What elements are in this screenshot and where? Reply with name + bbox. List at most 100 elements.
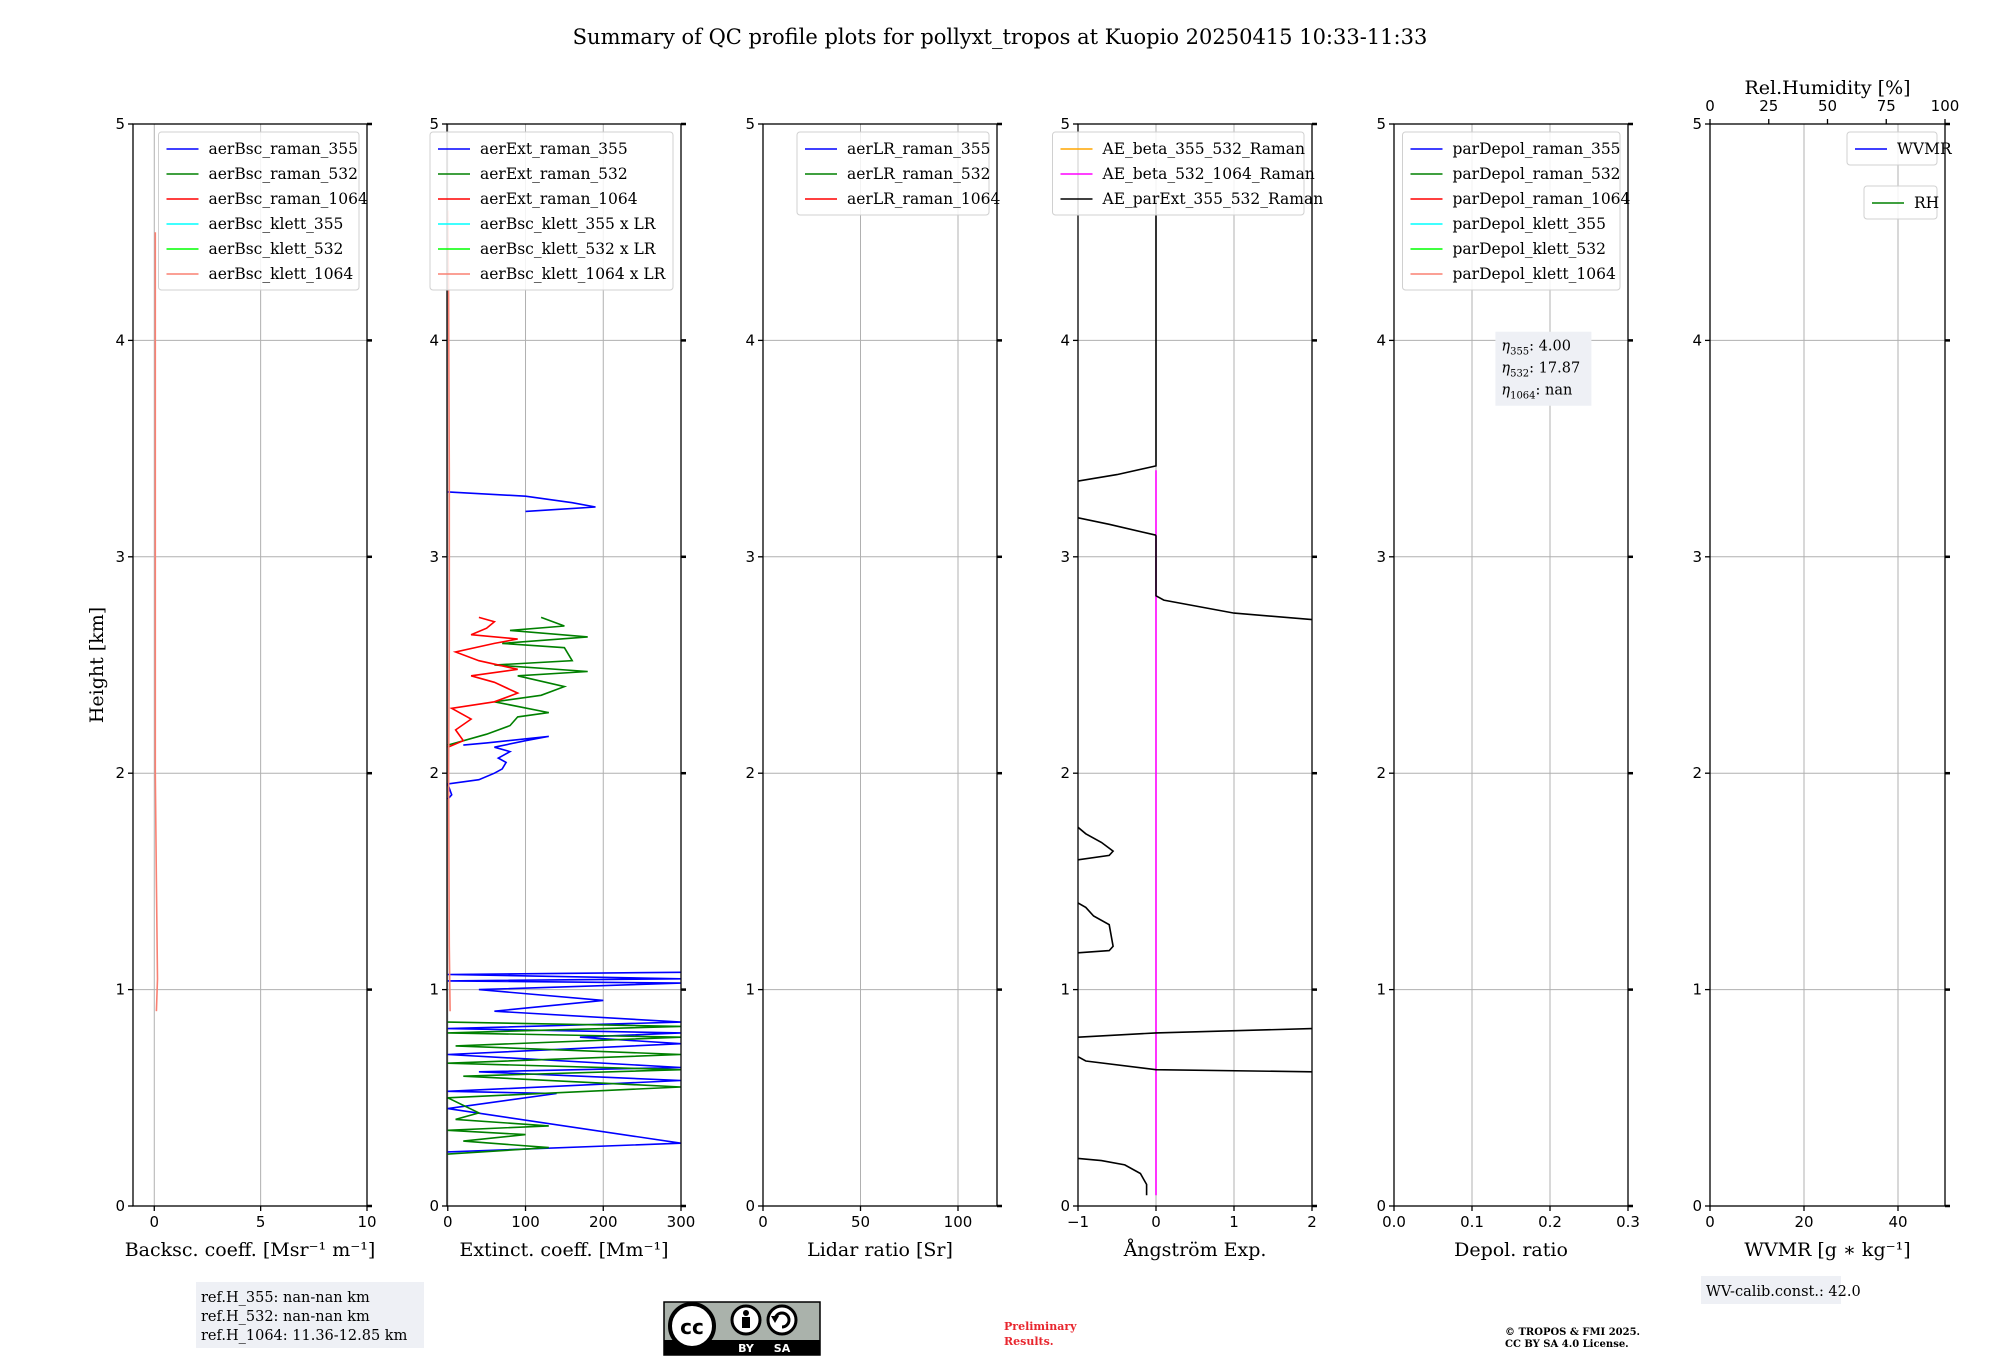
legend-entry: parDepol_raman_1064 bbox=[1453, 190, 1631, 208]
x-tick-label: 50 bbox=[851, 1213, 870, 1231]
y-tick-label: 2 bbox=[1060, 764, 1070, 782]
x-tick-label: 20 bbox=[1794, 1213, 1813, 1231]
y-tick-label: 5 bbox=[1376, 115, 1386, 133]
top-x-tick-label: 75 bbox=[1877, 97, 1896, 115]
x-axis-label: WVMR [g ∗ kg⁻¹] bbox=[1744, 1239, 1910, 1261]
x-tick-label: 0 bbox=[149, 1213, 159, 1231]
series-line-black bbox=[1078, 1027, 1312, 1038]
panel-2: 0 1 2 3 4 5 0 100 200 300 Extinct. coeff. [Mm⁻¹] ae… bbox=[429, 115, 695, 1261]
legend-entry: parDepol_raman_532 bbox=[1453, 165, 1621, 183]
legend-entry: aerExt_raman_1064 bbox=[480, 190, 638, 208]
legend-box bbox=[1846, 131, 1938, 166]
legend-box bbox=[1052, 131, 1305, 216]
y-tick-label: 4 bbox=[1692, 331, 1702, 349]
legend-entry: aerBsc_raman_355 bbox=[209, 140, 359, 158]
y-tick-label: 0 bbox=[1376, 1197, 1386, 1215]
y-tick-label: 3 bbox=[429, 548, 439, 566]
y-tick-label: 2 bbox=[1376, 764, 1386, 782]
y-tick-label: 0 bbox=[1692, 1197, 1702, 1215]
legend-entry: RH bbox=[1914, 194, 1939, 212]
eta-box: η355: 4.00 η532: 17.87 η1064: nan bbox=[1495, 331, 1592, 406]
y-tick-label: 2 bbox=[1692, 764, 1702, 782]
axes-frame bbox=[446, 123, 682, 1207]
axes-frame bbox=[1393, 123, 1629, 1207]
legend-entry: aerBsc_raman_1064 bbox=[209, 190, 369, 208]
series-line-black bbox=[1078, 199, 1157, 482]
y-tick-label: 3 bbox=[115, 548, 125, 566]
series-line-salmon bbox=[447, 210, 451, 1012]
eta-value: η532: 17.87 bbox=[1501, 361, 1580, 380]
share-alike-icon bbox=[766, 1304, 798, 1336]
legend-entry: aerBsc_klett_355 bbox=[209, 215, 344, 233]
legend-box bbox=[1402, 131, 1621, 291]
copyright-line-2: CC BY SA 4.0 License. bbox=[1505, 1339, 1629, 1350]
axes-frame bbox=[1709, 123, 1946, 1207]
x-tick-label: 200 bbox=[589, 1213, 618, 1231]
series-group bbox=[154, 232, 159, 1012]
y-tick-label: 2 bbox=[429, 764, 439, 782]
y-tick-label: 3 bbox=[1692, 548, 1702, 566]
y-tick-label: 3 bbox=[1376, 548, 1386, 566]
y-tick-label: 5 bbox=[745, 115, 755, 133]
y-tick-label: 0 bbox=[115, 1197, 125, 1215]
y-tick-label: 1 bbox=[1376, 981, 1386, 999]
y-tick-label: 4 bbox=[745, 331, 755, 349]
legend-entry: parDepol_klett_355 bbox=[1453, 215, 1606, 233]
axes-frame bbox=[762, 123, 998, 1207]
x-tick-label: 2 bbox=[1307, 1213, 1317, 1231]
y-tick-label: 0 bbox=[429, 1197, 439, 1215]
legend-entry: aerLR_raman_532 bbox=[847, 165, 990, 183]
legend-box bbox=[796, 131, 990, 216]
legend-entry: parDepol_raman_355 bbox=[1453, 140, 1621, 158]
y-tick-label: 3 bbox=[745, 548, 755, 566]
series-line-black bbox=[1155, 535, 1312, 621]
legend: aerLR_raman_355 aerLR_raman_532 aerLR_rama… bbox=[796, 131, 1000, 216]
legend: aerBsc_raman_355 aerBsc_raman_532 aerBsc_r… bbox=[158, 131, 369, 291]
legend: parDepol_raman_355 parDepol_raman_532 parD… bbox=[1402, 131, 1631, 291]
series-group bbox=[447, 210, 681, 1155]
top-x-tick-label: 25 bbox=[1759, 97, 1778, 115]
x-tick-label: 0 bbox=[1151, 1213, 1161, 1231]
legend-entry: aerBsc_klett_532 bbox=[209, 240, 344, 258]
y-tick-label: 1 bbox=[1060, 981, 1070, 999]
y-tick-label: 4 bbox=[1376, 331, 1386, 349]
x-tick-label: 0.0 bbox=[1382, 1213, 1406, 1231]
x-tick-label: 300 bbox=[667, 1213, 696, 1231]
y-tick-label: 4 bbox=[1060, 331, 1070, 349]
series-line-black bbox=[1078, 1055, 1312, 1073]
legend-entry: aerBsc_klett_1064 x LR bbox=[480, 265, 667, 283]
legend: AE_beta_355_532_Raman AE_beta_532_1064_Ra… bbox=[1052, 131, 1324, 216]
ref-heights-box: ref.H_355: nan-nan km ref.H_532: nan-nan… bbox=[196, 1282, 424, 1348]
wv-calib-box: WV-calib.const.: 42.0 bbox=[1701, 1276, 1861, 1304]
series-line-black bbox=[1078, 826, 1115, 861]
legend-entry: aerBsc_klett_1064 bbox=[209, 265, 354, 283]
top-x-tick-label: 100 bbox=[1931, 97, 1960, 115]
x-axis-label: Ångström Exp. bbox=[1123, 1238, 1267, 1261]
y-tick-label: 2 bbox=[115, 764, 125, 782]
legend-entry: AE_beta_532_1064_Raman bbox=[1102, 165, 1315, 183]
eta-value: η355: 4.00 bbox=[1501, 339, 1571, 358]
panel-5: 0 1 2 3 4 5 0.0 0.1 0.2 0.3 Depol. ratio parDepol_r… bbox=[1376, 115, 1639, 1261]
panel-1: 0 1 2 3 4 5 0 5 10 Backsc. coeff. [Msr⁻¹ m⁻¹] Heig… bbox=[86, 115, 377, 1261]
x-tick-label: 100 bbox=[944, 1213, 973, 1231]
legend: aerExt_raman_355 aerExt_raman_532 aerExt_r… bbox=[429, 131, 674, 291]
legend-entry: parDepol_klett_532 bbox=[1453, 240, 1606, 258]
x-tick-label: 5 bbox=[256, 1213, 266, 1231]
y-axis-label: Height [km] bbox=[86, 607, 108, 723]
top-x-tick-label: 50 bbox=[1818, 97, 1837, 115]
y-tick-label: 5 bbox=[429, 115, 439, 133]
x-axis-label: Extinct. coeff. [Mm⁻¹] bbox=[459, 1239, 668, 1261]
legend-entry: AE_beta_355_532_Raman bbox=[1102, 140, 1305, 158]
y-tick-label: 1 bbox=[745, 981, 755, 999]
y-tick-label: 5 bbox=[1060, 115, 1070, 133]
series-line-black bbox=[1078, 1157, 1148, 1196]
copyright-line-1: © TROPOS & FMI 2025. bbox=[1505, 1327, 1640, 1338]
legend-entry: AE_parExt_355_532_Raman bbox=[1102, 190, 1324, 208]
x-tick-label: 0.1 bbox=[1460, 1213, 1484, 1231]
badge-sa-label: SA bbox=[774, 1342, 791, 1355]
y-tick-label: 3 bbox=[1060, 548, 1070, 566]
